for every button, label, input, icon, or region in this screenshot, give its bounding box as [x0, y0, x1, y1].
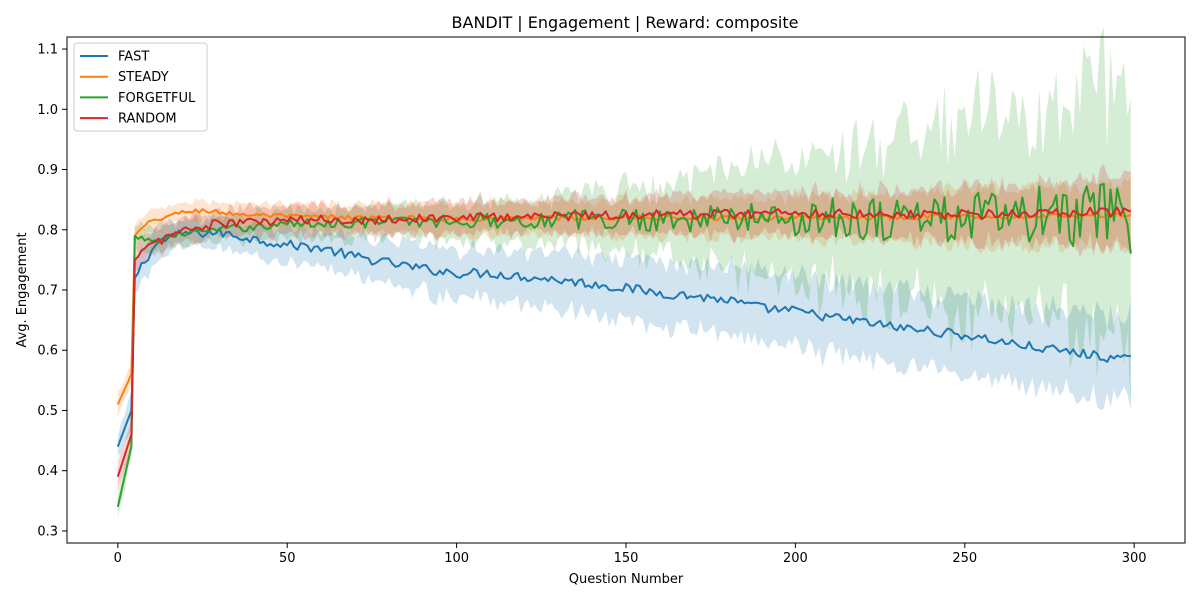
x-tick-label: 250: [952, 551, 977, 566]
legend: FAST STEADY FORGETFUL RANDOM: [73, 42, 208, 132]
x-tick-label: 200: [783, 551, 808, 566]
x-tick-label: 100: [444, 551, 469, 566]
line-steady: [116, 208, 1132, 405]
band-random: [117, 163, 1131, 493]
legend-label-fast: FAST: [118, 50, 149, 65]
legend-label-steady: STEADY: [118, 70, 169, 85]
legend-label-random: RANDOM: [118, 112, 177, 127]
x-axis-ticks: 0 50 100 150 200 250 300: [114, 543, 1147, 566]
y-tick-label: 1.1: [37, 43, 58, 58]
y-tick-label: 0.4: [37, 464, 58, 479]
y-tick-label: 0.5: [37, 404, 58, 419]
x-tick-label: 300: [1122, 551, 1147, 566]
confidence-bands: [117, 26, 1131, 518]
y-axis-label: Avg. Engagement: [15, 232, 30, 347]
y-tick-label: 0.7: [37, 284, 58, 299]
y-tick-label: 0.9: [37, 163, 58, 178]
x-tick-label: 50: [279, 551, 296, 566]
y-tick-label: 0.3: [37, 524, 58, 539]
x-tick-label: 150: [614, 551, 639, 566]
y-tick-label: 0.6: [37, 344, 58, 359]
y-axis-ticks: 0.3 0.4 0.5 0.6 0.7 0.8 0.9 1.0 1.1: [37, 43, 67, 539]
band-forgetful: [117, 26, 1131, 518]
y-tick-label: 1.0: [37, 103, 58, 118]
band-fast: [117, 213, 1131, 457]
line-forgetful: [116, 182, 1132, 508]
legend-label-forgetful: FORGETFUL: [118, 91, 196, 106]
band-steady: [117, 177, 1131, 419]
line-random: [116, 206, 1132, 478]
y-tick-label: 0.8: [37, 223, 58, 238]
series-lines: [116, 182, 1132, 508]
x-tick-label: 0: [114, 551, 122, 566]
legend-box: [73, 42, 208, 132]
chart-title: BANDIT | Engagement | Reward: composite: [452, 13, 799, 32]
line-fast: [116, 227, 1131, 447]
x-axis-label: Question Number: [569, 572, 684, 587]
